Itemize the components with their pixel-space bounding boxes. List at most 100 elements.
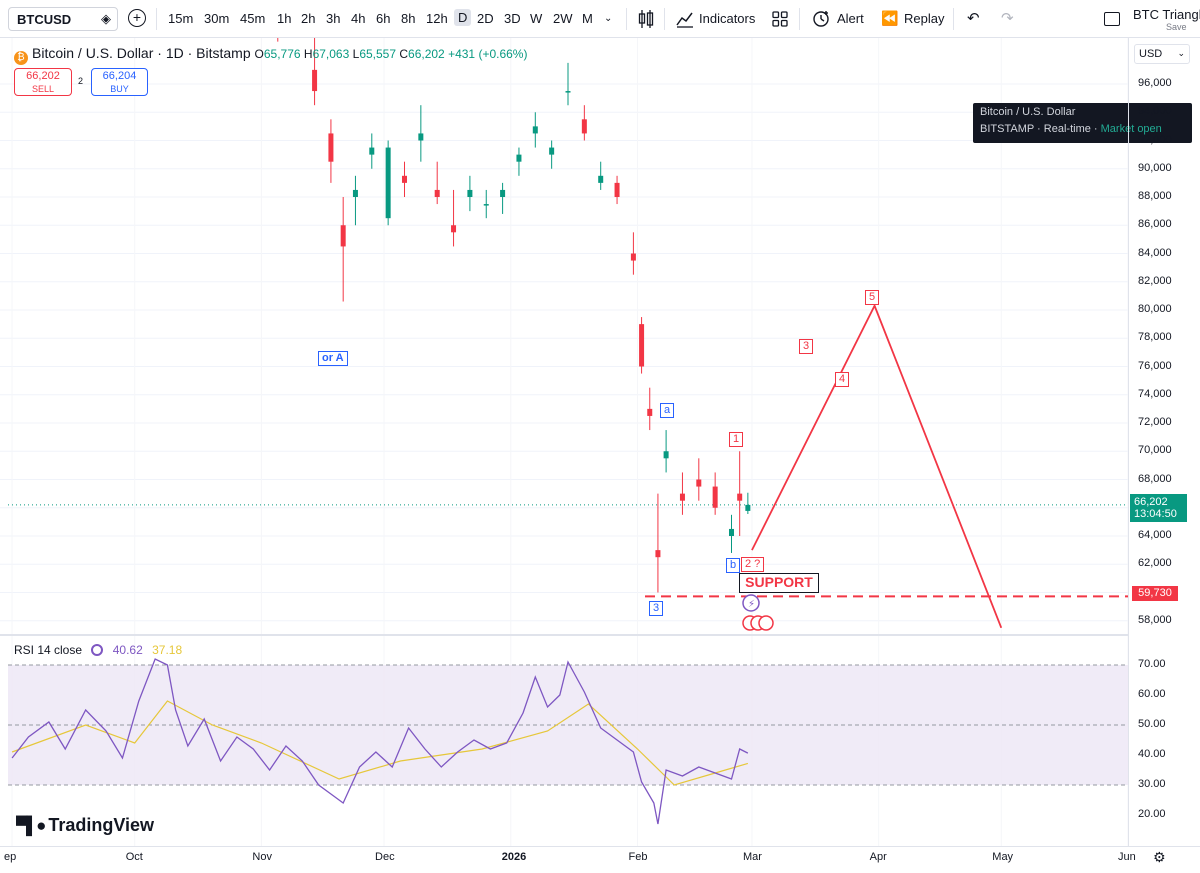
indicators-icon[interactable] <box>676 10 694 28</box>
wave-label-2[interactable]: 2 ? <box>741 557 765 572</box>
timeframe-15m[interactable]: 15m <box>168 11 194 26</box>
alert-button[interactable]: Alert <box>837 11 864 26</box>
candle-body <box>340 225 346 247</box>
chart-canvas[interactable] <box>0 38 1128 846</box>
indicators-button[interactable]: Indicators <box>699 11 756 26</box>
time-axis[interactable] <box>0 846 1200 873</box>
redo-icon[interactable]: ↷ <box>1001 10 1014 27</box>
symbol-search-button[interactable]: BTCUSD ◈ <box>8 7 118 31</box>
timeframe-1h[interactable]: 1h <box>277 11 292 26</box>
wave-label-3-low[interactable]: 3 <box>649 601 664 616</box>
price-label: 96,000 <box>1138 77 1172 89</box>
toolbar-divider <box>799 8 800 30</box>
tooltip-exchange: BITSTAMP <box>980 123 1034 135</box>
close-value: 66,202 <box>408 47 445 61</box>
rsi-level-label: 50.00 <box>1138 718 1166 730</box>
compare-icon[interactable]: ◈ <box>101 11 111 26</box>
timeframe-d[interactable]: D <box>454 9 472 26</box>
sell-button[interactable]: 66,202 SELL <box>14 68 72 96</box>
gear-icon[interactable]: ⚙ <box>1153 849 1166 865</box>
brand-name: TradingView <box>48 815 155 835</box>
currency-selector[interactable]: USD ⌄ <box>1134 44 1190 64</box>
rsi-legend: RSI 14 close 40.62 37.18 <box>14 643 182 657</box>
wave-label-b[interactable]: b <box>726 558 741 573</box>
rsi-level-label: 60.00 <box>1138 688 1166 700</box>
candle-body <box>532 126 538 134</box>
timeframe-8h[interactable]: 8h <box>401 11 416 26</box>
rsi-ma-line <box>11 700 749 786</box>
timeframe-m[interactable]: M <box>582 11 593 26</box>
layout-save-label[interactable]: Save <box>1166 22 1187 32</box>
time-label: Apr <box>869 851 887 863</box>
support-label[interactable]: SUPPORT <box>739 573 819 593</box>
symbol-legend: ₿ Bitcoin / U.S. Dollar · 1D · Bitstamp O… <box>14 45 527 65</box>
candle-body <box>549 147 555 155</box>
price-label: 90,000 <box>1138 161 1172 174</box>
wave-label-4[interactable]: 4 <box>835 372 850 387</box>
add-symbol-icon[interactable]: + <box>128 9 146 27</box>
projection-path[interactable] <box>751 303 1003 629</box>
support-price-badge: 59,730 <box>1132 586 1178 601</box>
timeframe-4h[interactable]: 4h <box>351 11 366 26</box>
replay-button[interactable]: Replay <box>904 11 945 26</box>
candles <box>277 38 751 593</box>
price-label: 72,000 <box>1138 416 1172 428</box>
current-price-badge: 66,202 13:04:50 <box>1130 494 1187 522</box>
price-axis[interactable] <box>1128 38 1200 846</box>
price-label: 94,000 <box>1138 105 1172 118</box>
layout-window-icon[interactable] <box>1104 12 1120 26</box>
price-label: 68,000 <box>1138 472 1172 485</box>
templates-grid-icon[interactable] <box>772 11 788 27</box>
timeframe-12h[interactable]: 12h <box>426 11 448 26</box>
timeframe-3d[interactable]: 3D <box>504 11 521 26</box>
price-label: 92,000 <box>1138 133 1172 146</box>
wave-label-a[interactable]: a <box>660 403 675 418</box>
timeframe-w[interactable]: W <box>530 11 543 26</box>
timeframes-more-chevron-icon[interactable]: ⌄ <box>604 13 613 24</box>
timeframe-2d[interactable]: 2D <box>477 11 494 26</box>
wave-label-or-a[interactable]: or A <box>318 351 348 366</box>
us-flag-event-icon[interactable] <box>758 615 774 631</box>
replay-rewind-icon[interactable]: ⏪ <box>881 10 899 26</box>
time-label: 2026 <box>501 851 527 863</box>
timeframe-45m[interactable]: 45m <box>240 11 266 26</box>
candles-chart-type-icon[interactable] <box>637 8 655 30</box>
price-label: 86,000 <box>1138 218 1172 231</box>
timeframe-6h[interactable]: 6h <box>376 11 391 26</box>
chevron-down-icon: ⌄ <box>1177 48 1185 58</box>
layout-name[interactable]: BTC Triangle <box>1133 7 1200 22</box>
event-markers[interactable]: ⚡ <box>738 593 780 633</box>
price-label: 58,000 <box>1138 613 1172 626</box>
candle-body <box>655 550 661 558</box>
tradingview-logo[interactable]: ▀▌● TradingView <box>16 815 154 836</box>
candle-body <box>565 91 571 93</box>
wave-label-5[interactable]: 5 <box>865 290 880 305</box>
timeframe-2w[interactable]: 2W <box>553 11 573 26</box>
wave-label-1[interactable]: 1 <box>729 432 744 447</box>
candle-body <box>729 528 735 536</box>
buy-button[interactable]: 66,204 BUY <box>91 68 148 96</box>
candle-body <box>369 147 375 155</box>
symbol-title[interactable]: Bitcoin / U.S. Dollar · 1D · Bitstamp <box>32 45 251 61</box>
candle-body <box>312 69 318 92</box>
timeframe-30m[interactable]: 30m <box>204 11 230 26</box>
candle-body <box>516 154 522 162</box>
rsi-level-label: 70.00 <box>1138 658 1166 670</box>
wave-label-3-target[interactable]: 3 <box>799 339 814 354</box>
rsi-level-label: 30.00 <box>1138 778 1166 790</box>
buy-price: 66,204 <box>102 70 137 82</box>
toolbar-divider <box>156 8 157 30</box>
change-value: +431 (+0.66%) <box>448 47 528 61</box>
candle-body <box>401 175 407 183</box>
time-label: Mar <box>742 851 762 863</box>
time-label: Jun <box>1118 851 1136 863</box>
alarm-clock-icon[interactable] <box>812 9 831 28</box>
symbol-label: BTCUSD <box>17 12 72 27</box>
rsi-guide-lines <box>8 664 1128 786</box>
timeframe-2h[interactable]: 2h <box>301 11 316 26</box>
undo-icon[interactable]: ↶ <box>967 10 980 27</box>
close-key: C <box>399 47 409 61</box>
lightning-event-icon[interactable] <box>742 594 760 612</box>
rsi-title[interactable]: RSI 14 close <box>14 643 83 657</box>
timeframe-3h[interactable]: 3h <box>326 11 341 26</box>
